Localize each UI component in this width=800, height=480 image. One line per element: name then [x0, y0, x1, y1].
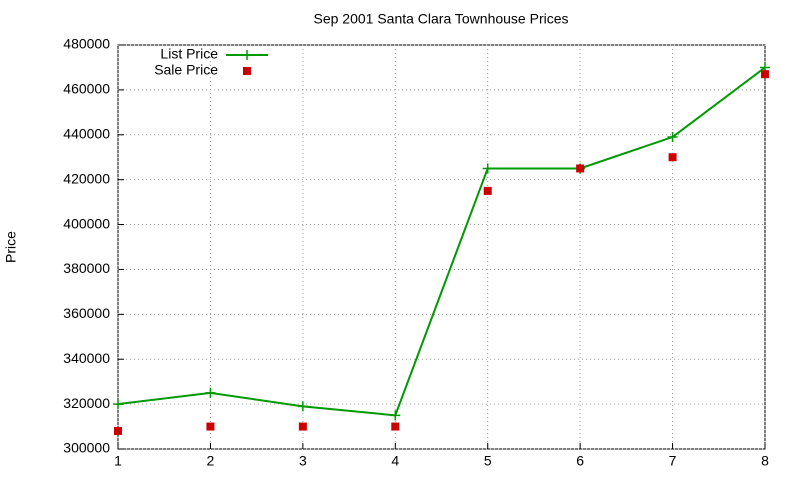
x-tick-label: 2: [207, 453, 215, 469]
data-point: [482, 163, 493, 174]
x-tick-label: 6: [576, 453, 584, 469]
y-axis-label: Price: [3, 231, 19, 263]
x-tick-label: 3: [299, 453, 307, 469]
y-tick-label: 380000: [63, 260, 110, 276]
plot-frame: [117, 44, 766, 450]
y-tick-label: 440000: [63, 125, 110, 141]
y-tick-label: 300000: [63, 440, 110, 456]
y-tick-label: 400000: [63, 215, 110, 231]
y-tick-label: 340000: [63, 350, 110, 366]
legend-label: List Price: [160, 46, 218, 62]
data-point: [114, 427, 122, 436]
line-series: [117, 66, 766, 417]
legend-label: Sale Price: [154, 62, 218, 78]
data-point: [576, 164, 585, 173]
data-point: [483, 186, 492, 195]
data-point: [298, 422, 307, 431]
data-point: [206, 422, 215, 431]
data-point: [205, 387, 216, 398]
data-point: [297, 401, 308, 412]
legend-marker: [242, 50, 252, 60]
y-tick-label: 480000: [63, 36, 110, 52]
x-tick-label: 5: [484, 453, 492, 469]
x-tick-label: 4: [391, 453, 399, 469]
data-point: [113, 399, 123, 410]
chart-title: Sep 2001 Santa Clara Townhouse Prices: [313, 11, 568, 27]
y-tick-label: 320000: [63, 395, 110, 411]
x-tick-label: 8: [761, 453, 769, 469]
legend-marker: [243, 67, 251, 75]
data-point: [667, 132, 678, 143]
y-tick-label: 360000: [63, 305, 110, 321]
x-tick-label: 1: [114, 453, 122, 469]
x-tick-label: 7: [669, 453, 677, 469]
data-point: [390, 410, 401, 421]
data-point: [761, 70, 769, 79]
data-point: [668, 153, 677, 162]
y-tick-label: 460000: [63, 81, 110, 97]
y-tick-label: 420000: [63, 170, 110, 186]
data-point: [391, 422, 400, 431]
